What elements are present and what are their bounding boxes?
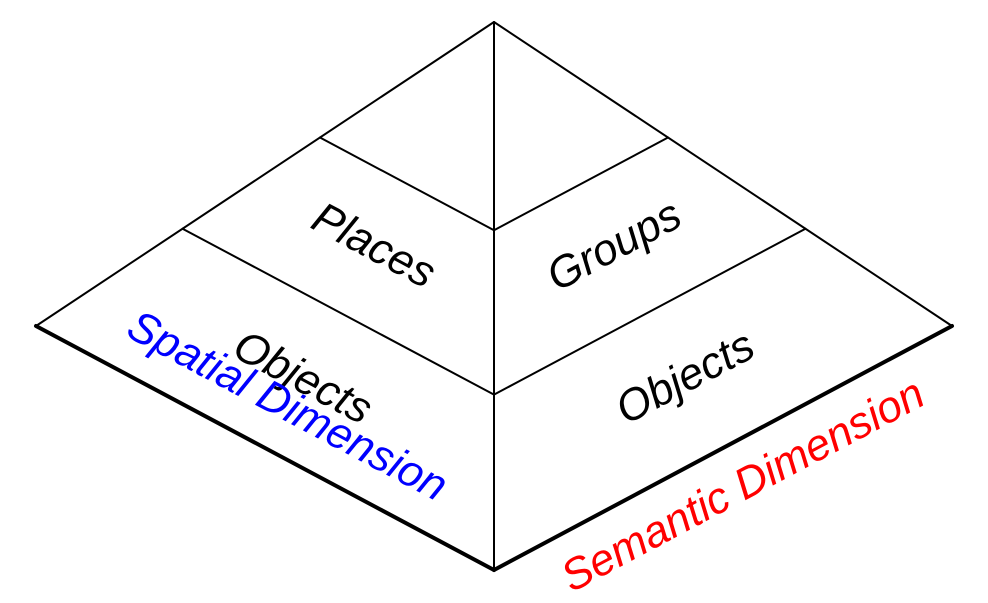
- right-face-label-top: Groups: [539, 190, 689, 301]
- pyramid-diagram: PlacesObjectsGroupsObjectsSpatial Dimens…: [0, 0, 988, 603]
- right-face-label-bottom: Objects: [608, 321, 763, 434]
- axis-label-left: Spatial Dimension: [120, 301, 456, 511]
- left-face-label-top: Places: [304, 193, 444, 298]
- axis-label-right: Semantic Dimension: [553, 369, 932, 602]
